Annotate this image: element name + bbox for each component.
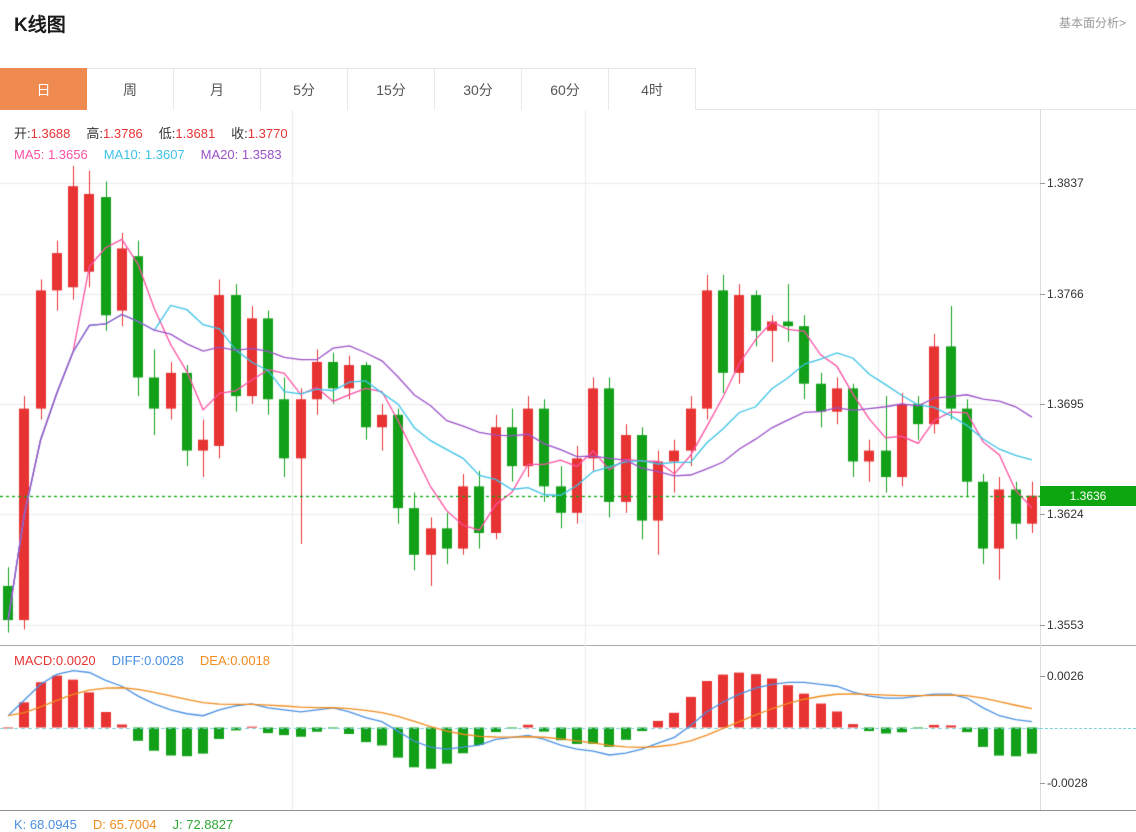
interval-tab-8[interactable]: 4时 (609, 68, 696, 110)
macd-legend: MACD:0.0020 DIFF:0.0028 DEA:0.0018 (14, 653, 286, 668)
legend-item: 高:1.3786 (86, 126, 143, 141)
current-price-badge: 1.3636 (1040, 485, 1136, 506)
macd-zero-line (1040, 727, 1136, 729)
interval-tabs: 日周月 5分 15分 30分 60分 4时 (0, 68, 1136, 110)
ohlc-legend: 开:1.3688 高:1.3786 低:1.3681 收:1.3770 (14, 123, 304, 142)
interval-tab-5[interactable]: 15分 (348, 68, 435, 110)
legend-item: K: 68.0945 (14, 817, 77, 832)
axis-label: 1.3837 (1040, 176, 1084, 191)
legend-item: J: 72.8827 (172, 817, 234, 832)
interval-tab-1[interactable]: 日 (0, 68, 87, 110)
axis-label: 0.0026 (1040, 669, 1084, 684)
ma-legend: MA5: 1.3656 MA10: 1.3607 MA20: 1.3583 (14, 147, 298, 162)
legend-item: MA5: 1.3656 (14, 147, 88, 162)
axis-label: -0.0028 (1040, 775, 1088, 790)
legend-item: D: 65.7004 (92, 817, 157, 832)
interval-tab-4[interactable]: 5分 (261, 68, 348, 110)
legend-item: MA10: 1.3607 (103, 147, 185, 162)
axis-label: 1.3553 (1040, 617, 1084, 632)
panel-divider (0, 810, 1136, 811)
page-title: K线图 (14, 15, 66, 36)
legend-item: MA20: 1.3583 (200, 147, 282, 162)
kdj-legend: K: 68.0945 D: 65.7004 J: 72.8827 (14, 817, 249, 832)
legend-item: DIFF:0.0028 (111, 653, 184, 668)
legend-item: DEA:0.0018 (199, 653, 271, 668)
legend-item: MACD:0.0020 (14, 653, 96, 668)
interval-tab-3[interactable]: 月 (174, 68, 261, 110)
interval-tab-2[interactable]: 周 (87, 68, 174, 110)
macd-chart-canvas[interactable] (0, 645, 1040, 810)
axis-label: 1.3695 (1040, 396, 1084, 411)
axis-label: 1.3624 (1040, 507, 1084, 522)
legend-item: 收:1.3770 (231, 126, 288, 141)
legend-item: 低:1.3681 (158, 126, 216, 141)
axis-divider (1040, 110, 1041, 810)
legend-item: 开:1.3688 (14, 126, 71, 141)
interval-tab-6[interactable]: 30分 (435, 68, 522, 110)
fundamental-analysis-link[interactable]: 基本面分析> (1058, 16, 1126, 30)
interval-tab-7[interactable]: 60分 (522, 68, 609, 110)
axis-label: 1.3766 (1040, 286, 1084, 301)
main-chart-canvas[interactable] (0, 110, 1040, 645)
